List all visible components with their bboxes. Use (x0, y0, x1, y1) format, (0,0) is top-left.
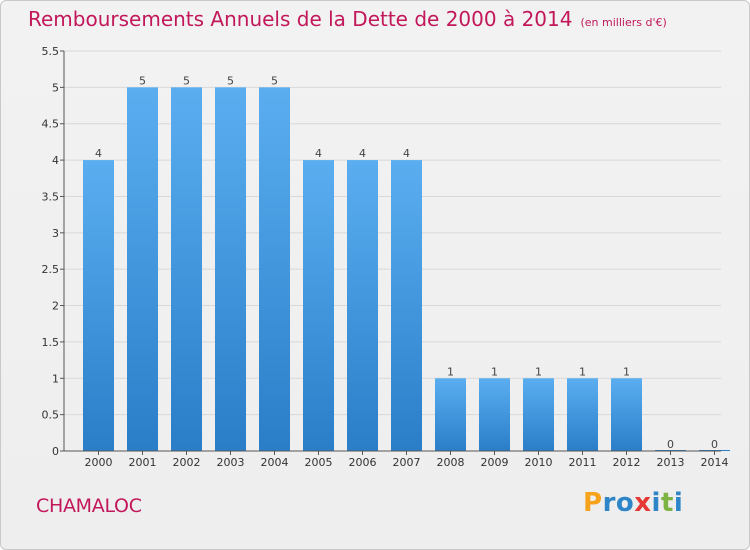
bar (479, 378, 510, 451)
x-tick-label: 2008 (437, 456, 465, 469)
y-tick-label: 5.5 (42, 45, 60, 58)
data-label: 4 (403, 147, 410, 160)
logo-letter: i (673, 488, 684, 518)
bar (391, 160, 422, 451)
labels: 0 0.5 1 1.5 2 2.5 3 3.5 4 4.5 5 5.5 4 2000 5 2001 5 2002 5… (42, 45, 729, 469)
y-tick-label: 4.5 (42, 118, 60, 131)
data-label: 0 (711, 438, 718, 451)
x-tick-label: 2001 (129, 456, 157, 469)
chart-unit-note: (en milliers d'€) (580, 16, 667, 29)
x-tick-label: 2009 (481, 456, 509, 469)
logo-letter: x (634, 488, 652, 518)
x-tick-label: 2006 (349, 456, 377, 469)
chart-title: Remboursements Annuels de la Dette de 20… (28, 7, 667, 31)
y-tick-label: 2 (52, 300, 59, 313)
logo-letter: t (660, 488, 674, 518)
data-label: 5 (271, 74, 278, 87)
bar (259, 87, 290, 451)
x-tick-label: 2012 (613, 456, 641, 469)
data-label: 5 (139, 74, 146, 87)
logo-letter: o (615, 488, 635, 518)
bar (347, 160, 378, 451)
logo-letter: i (651, 488, 661, 518)
x-tick-label: 2013 (657, 456, 685, 469)
data-label: 0 (667, 438, 674, 451)
bar (611, 378, 642, 451)
x-tick-label: 2003 (217, 456, 245, 469)
proxiti-logo: Proxiti (583, 488, 683, 518)
y-tick-label: 3.5 (42, 190, 60, 203)
y-tick-label: 2.5 (42, 263, 60, 276)
logo-letter: P (583, 488, 603, 518)
data-label: 4 (359, 147, 366, 160)
bar (523, 378, 554, 451)
data-label: 4 (315, 147, 322, 160)
x-tick-label: 2014 (701, 456, 729, 469)
data-label: 1 (447, 365, 454, 378)
bar (171, 87, 202, 451)
x-tick-label: 2010 (525, 456, 553, 469)
x-tick-label: 2007 (393, 456, 421, 469)
bar (567, 378, 598, 451)
chart-title-text: Remboursements Annuels de la Dette de 20… (28, 7, 573, 31)
bar (215, 87, 246, 451)
bar (303, 160, 334, 451)
bar (435, 378, 466, 451)
axes (60, 50, 721, 455)
y-tick-label: 4 (52, 154, 59, 167)
data-label: 1 (579, 365, 586, 378)
x-tick-label: 2000 (85, 456, 113, 469)
bar (127, 87, 158, 451)
y-tick-label: 5 (52, 81, 59, 94)
logo-letter: r (602, 488, 616, 518)
y-tick-label: 0.5 (42, 409, 60, 422)
x-tick-label: 2011 (569, 456, 597, 469)
x-tick-label: 2005 (305, 456, 333, 469)
commune-name: CHAMALOC (36, 495, 142, 517)
y-tick-label: 3 (52, 227, 59, 240)
y-tick-label: 0 (52, 445, 59, 458)
bars (83, 87, 730, 451)
x-tick-label: 2004 (261, 456, 289, 469)
data-label: 1 (491, 365, 498, 378)
data-label: 1 (623, 365, 630, 378)
y-tick-label: 1.5 (42, 336, 60, 349)
data-label: 5 (183, 74, 190, 87)
data-label: 5 (227, 74, 234, 87)
x-tick-label: 2002 (173, 456, 201, 469)
bar (83, 160, 114, 451)
data-label: 1 (535, 365, 542, 378)
data-label: 4 (95, 147, 102, 160)
y-tick-label: 1 (52, 372, 59, 385)
